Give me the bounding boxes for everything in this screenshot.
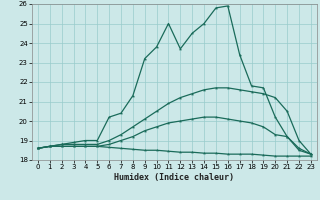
X-axis label: Humidex (Indice chaleur): Humidex (Indice chaleur) [115, 173, 234, 182]
